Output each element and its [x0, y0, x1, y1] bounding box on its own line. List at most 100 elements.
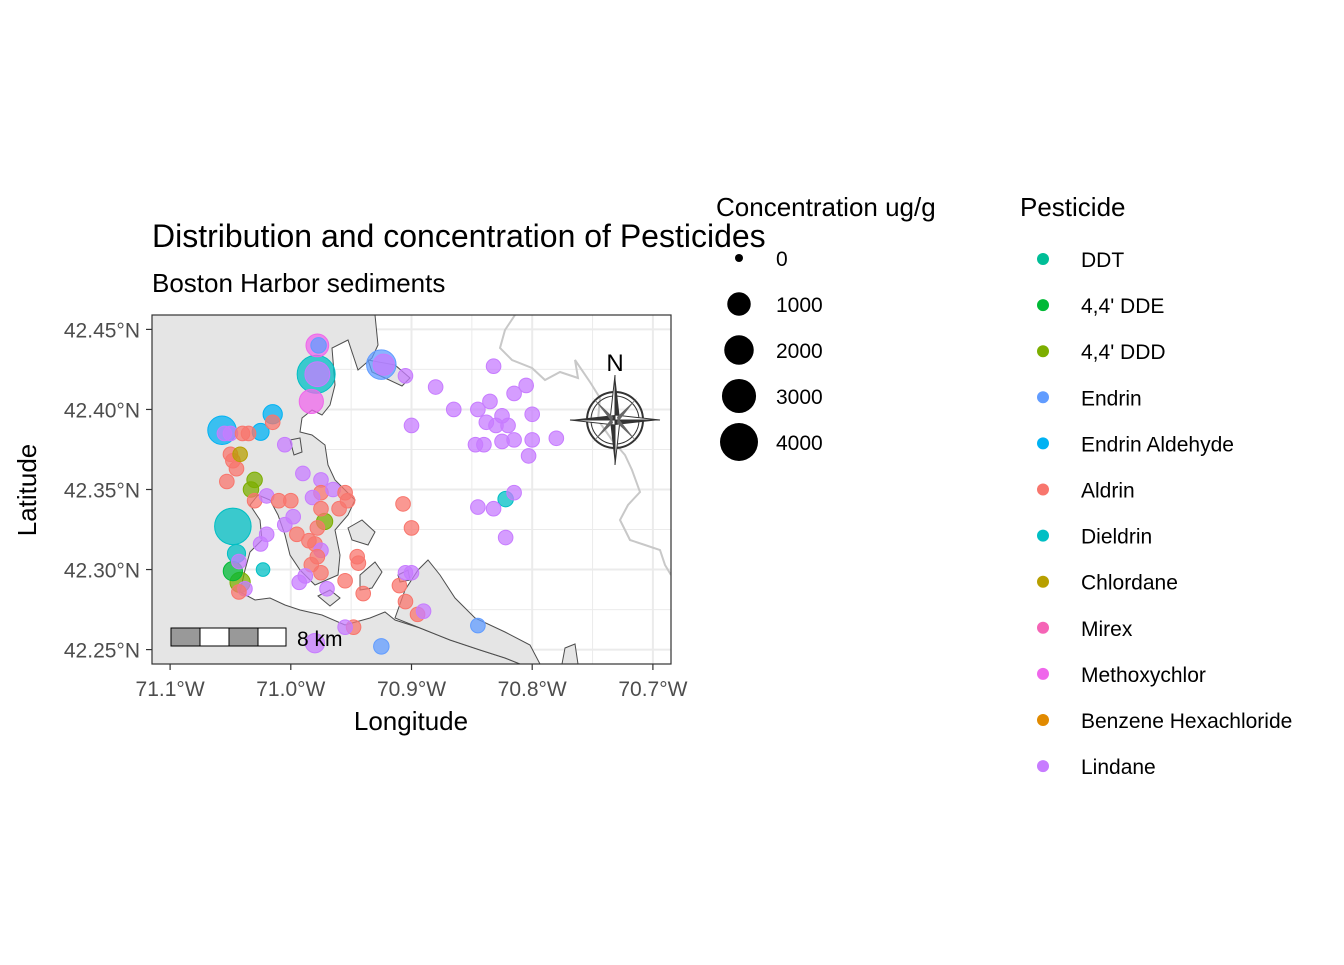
x-axis: 71.1°W 71.0°W 70.9°W 70.8°W 70.7°W: [136, 664, 688, 701]
x-tick-label: 71.1°W: [136, 678, 205, 701]
color-legend-key: [1037, 760, 1049, 773]
sample-point: [291, 574, 308, 591]
color-legend-label: Endrin: [1081, 387, 1142, 410]
sample-point: [470, 499, 486, 515]
sample-point: [427, 379, 444, 395]
sample-point: [470, 617, 486, 634]
x-tick-label: 70.7°W: [618, 678, 687, 701]
sample-point: [313, 500, 329, 517]
sample-point: [240, 425, 257, 442]
color-legend-key: [1037, 667, 1049, 680]
size-legend-label: 1000: [776, 294, 823, 317]
color-legend-title: Pesticide: [1020, 192, 1126, 222]
size-legend-label: 4000: [776, 432, 823, 455]
sample-point: [395, 496, 411, 512]
x-tick-label: 70.9°W: [377, 678, 446, 701]
sample-point: [276, 516, 293, 533]
size-legend-key: [720, 423, 758, 461]
sample-point: [500, 417, 516, 434]
color-legend-key: [1037, 714, 1049, 726]
sample-point: [219, 473, 235, 490]
land-hull-peninsula: [394, 559, 541, 664]
sample-point: [524, 432, 541, 448]
color-legend-key: [1037, 529, 1049, 542]
color-legend-label: Dieldrin: [1081, 526, 1152, 549]
sample-point: [397, 368, 414, 384]
map-subtitle: Boston Harbor sediments: [152, 268, 445, 298]
scale-bar-label: 8 km: [297, 628, 343, 651]
sample-point: [310, 337, 327, 354]
sample-point: [331, 500, 347, 517]
sample-point: [445, 401, 462, 418]
sample-point: [304, 489, 321, 506]
color-legend-key: [1037, 483, 1049, 496]
y-tick-label: 42.45°N: [64, 319, 140, 342]
sample-point: [289, 526, 305, 543]
sample-point: [295, 465, 311, 482]
size-legend-key: [735, 254, 743, 262]
sample-point: [355, 585, 372, 602]
color-legend-label: 4,4' DDE: [1081, 295, 1164, 318]
color-legend-label: Chlordane: [1081, 572, 1178, 595]
sample-point: [276, 436, 293, 453]
sample-point: [391, 577, 408, 594]
sample-point: [373, 638, 390, 655]
y-tick-label: 42.25°N: [64, 640, 140, 663]
color-legend-key: [1037, 299, 1049, 312]
land-island: [347, 519, 376, 546]
sample-point: [518, 377, 534, 394]
sample-point: [482, 393, 498, 410]
sample-point: [337, 572, 353, 589]
size-legend-label: 2000: [776, 340, 823, 363]
color-legend-key: [1037, 437, 1049, 450]
color-legend-key: [1037, 253, 1049, 265]
sample-point: [485, 500, 502, 517]
land-island: [561, 643, 579, 664]
sample-point: [506, 385, 522, 402]
size-legend-key: [724, 335, 754, 365]
size-legend-key: [727, 292, 751, 316]
sample-point: [304, 361, 331, 388]
sample-point: [313, 564, 329, 581]
sample-points: [207, 333, 565, 655]
color-legend-label: Endrin Aldehyde: [1081, 433, 1234, 456]
size-legend-key: [721, 378, 757, 414]
color-legend: Pesticide DDT 4,4' DDE 4,4' DDD Endrin Endri…: [1020, 192, 1292, 779]
sample-point: [494, 433, 510, 450]
color-legend-label: Methoxychlor: [1081, 664, 1206, 687]
sample-point: [228, 460, 245, 477]
y-axis-title: Latitude: [12, 444, 42, 537]
scale-bar: 8 km: [170, 627, 343, 651]
north-arrow-label: N: [606, 350, 623, 377]
size-legend-title: Concentration ug/g: [716, 192, 936, 222]
sample-point: [255, 562, 271, 577]
map-title: Distribution and concentration of Pestic…: [152, 218, 766, 254]
sample-point: [470, 401, 486, 418]
x-axis-title: Longitude: [354, 706, 468, 736]
sample-point: [350, 555, 367, 571]
sample-point: [403, 417, 420, 434]
sample-point: [258, 526, 275, 543]
color-legend-key: [1037, 575, 1049, 588]
y-tick-label: 42.40°N: [64, 399, 140, 422]
sample-point: [264, 414, 281, 431]
sample-point: [397, 593, 414, 610]
sample-point: [282, 492, 299, 509]
color-legend-label: Lindane: [1081, 756, 1156, 779]
sample-point: [520, 448, 537, 464]
color-legend-label: Mirex: [1081, 618, 1133, 641]
size-legend: Concentration ug/g 0 1000 2000 3000 4000: [716, 192, 936, 461]
north-arrow: N: [569, 350, 661, 466]
sample-point: [548, 430, 565, 447]
y-tick-label: 42.35°N: [64, 480, 140, 503]
sample-point: [214, 507, 252, 546]
size-legend-label: 0: [776, 248, 788, 271]
sample-point: [497, 529, 514, 546]
color-legend-key: [1037, 345, 1049, 358]
sample-point: [298, 388, 324, 415]
sample-point: [524, 406, 541, 423]
sample-point: [476, 436, 492, 453]
sample-point: [337, 619, 353, 635]
sample-point: [309, 520, 326, 536]
